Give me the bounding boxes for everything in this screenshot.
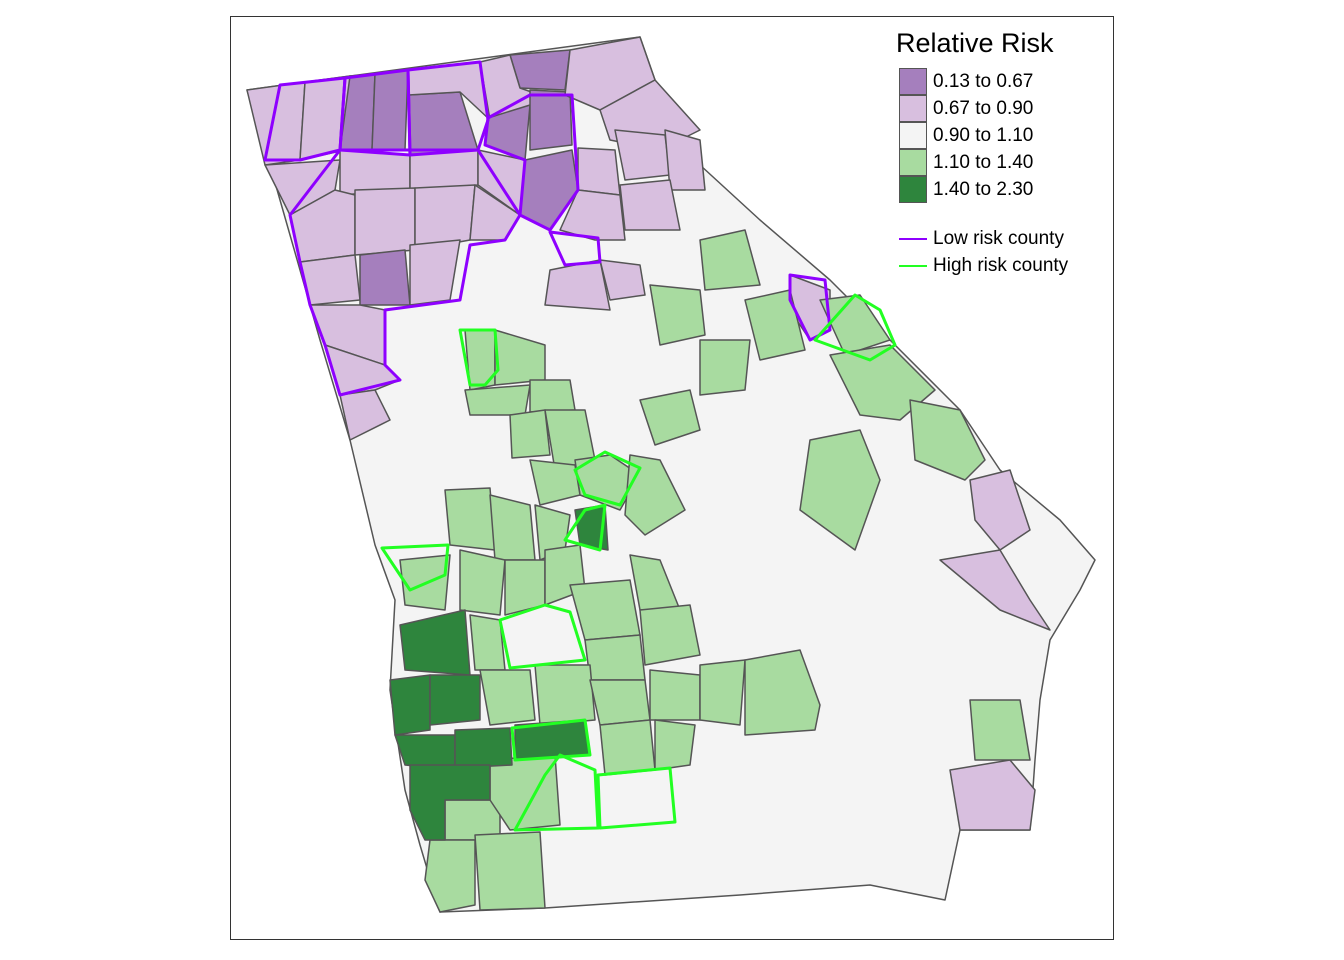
legend-item: 1.10 to 1.40 [896, 149, 1106, 176]
legend-swatch [899, 95, 927, 122]
high-risk-line-swatch [899, 264, 927, 267]
legend-swatch [899, 149, 927, 176]
legend-item: 0.13 to 0.67 [896, 68, 1106, 95]
legend-item: 0.90 to 1.10 [896, 122, 1106, 149]
low-risk-outlines [263, 60, 832, 397]
legend-spacer [896, 203, 1106, 225]
low-risk-line-swatch [899, 237, 927, 240]
legend-line-item: High risk county [896, 252, 1106, 279]
legend-swatch [899, 176, 927, 203]
legend-label: 1.40 to 2.30 [933, 178, 1034, 200]
legend-label: Low risk county [933, 227, 1064, 249]
legend-label: 0.67 to 0.90 [933, 97, 1034, 119]
green-counties [399, 229, 1031, 913]
dark-green-counties [389, 504, 609, 841]
legend-item: 0.67 to 0.90 [896, 95, 1106, 122]
high-risk-outlines [380, 293, 897, 832]
legend-item: 1.40 to 2.30 [896, 176, 1106, 203]
legend-title: Relative Risk [896, 28, 1054, 58]
legend-label: 0.90 to 1.10 [933, 124, 1034, 146]
legend-swatch [899, 68, 927, 95]
legend: Relative Risk 0.13 to 0.67 0.67 to 0.90 … [896, 26, 1106, 279]
legend-label: High risk county [933, 254, 1069, 276]
legend-label: 1.10 to 1.40 [933, 151, 1034, 173]
legend-swatch [899, 122, 927, 149]
legend-line-item: Low risk county [896, 225, 1106, 252]
legend-label: 0.13 to 0.67 [933, 70, 1034, 92]
